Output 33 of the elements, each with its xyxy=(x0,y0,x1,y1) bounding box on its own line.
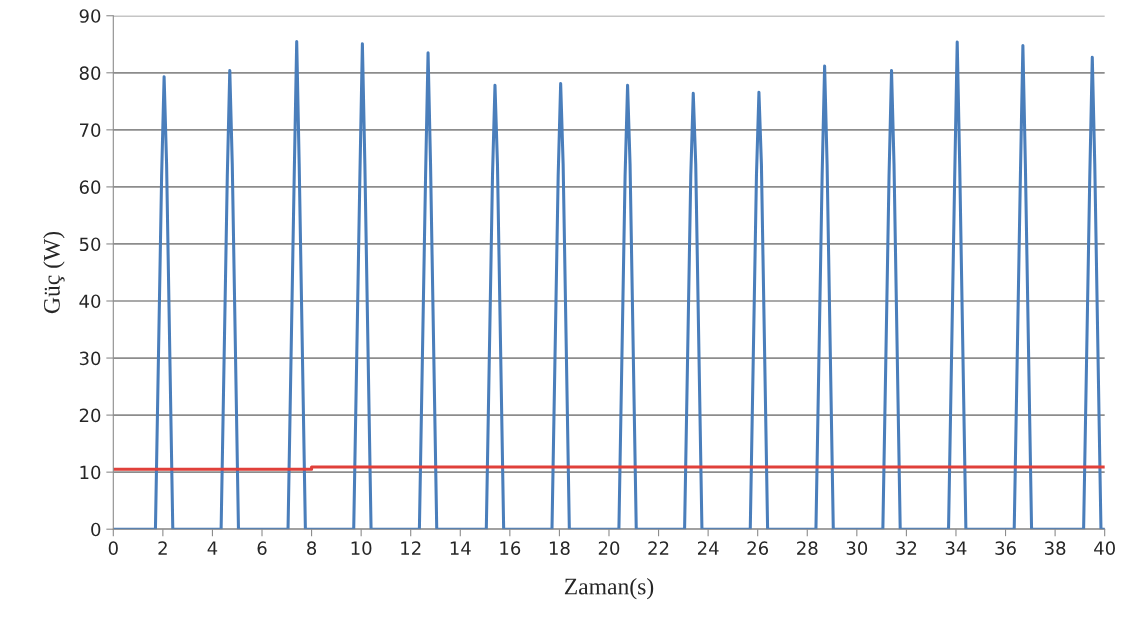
y-axis-title: Güç (W) xyxy=(43,231,65,314)
x-tick-label: 28 xyxy=(797,541,818,555)
x-tick-label: 6 xyxy=(257,541,267,555)
x-tick-label: 26 xyxy=(747,541,769,555)
x-tick-label: 10 xyxy=(351,541,372,555)
y-tick-label: 80 xyxy=(79,66,101,80)
x-tick-label: 2 xyxy=(158,541,167,555)
y-tick-label: 50 xyxy=(79,237,101,252)
y-tick-label: 20 xyxy=(79,408,101,423)
y-tick-label: 40 xyxy=(79,294,101,309)
y-tick-label: 0 xyxy=(91,522,101,537)
x-axis-title: Zaman(s) xyxy=(564,577,654,600)
x-tick-label: 36 xyxy=(995,541,1016,555)
x-tick-label: 12 xyxy=(401,541,421,555)
x-tick-label: 30 xyxy=(846,541,868,555)
x-tick-label: 0 xyxy=(108,541,118,555)
x-tick-label: 14 xyxy=(450,541,471,555)
x-tick-label: 4 xyxy=(207,541,218,555)
x-tick-label: 22 xyxy=(648,541,669,555)
y-tick-label: 70 xyxy=(80,123,101,137)
x-tick-label: 38 xyxy=(1045,541,1066,555)
x-tick-label: 40 xyxy=(1094,541,1115,555)
y-tick-label: 30 xyxy=(79,351,101,366)
x-tick-label: 34 xyxy=(945,541,967,555)
y-tick-label: 10 xyxy=(80,465,101,480)
x-tick-label: 8 xyxy=(307,541,317,555)
x-tick-label: 16 xyxy=(500,541,521,555)
y-tick-label: 60 xyxy=(79,180,101,195)
y-tick-label: 90 xyxy=(79,9,101,23)
x-tick-label: 20 xyxy=(598,541,620,555)
x-tick-label: 32 xyxy=(896,541,917,555)
x-tick-label: 24 xyxy=(697,541,719,555)
x-tick-label: 18 xyxy=(549,541,570,555)
